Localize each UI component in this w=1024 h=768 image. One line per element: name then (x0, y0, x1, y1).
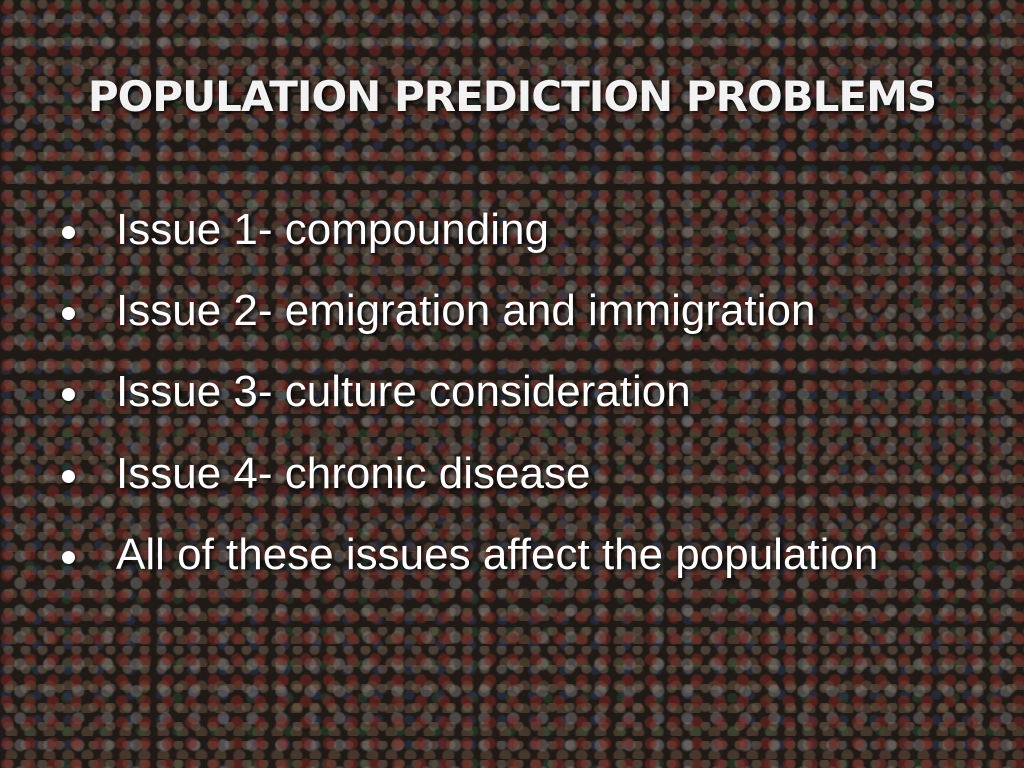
bullet-marker (62, 550, 75, 564)
bullet-marker (62, 226, 75, 239)
bullet-item: All of these issues affect the populatio… (116, 529, 879, 579)
bullet-marker (62, 469, 75, 483)
bullet-marker (62, 388, 75, 402)
bullet-marker (62, 307, 75, 321)
bullet-item: Issue 1- compounding (116, 205, 549, 254)
slide-title: POPULATION PREDICTION PROBLEMS (87, 72, 937, 121)
bullet-item: Issue 3- culture consideration (116, 367, 691, 417)
bullet-item: Issue 2- emigration and immigration (116, 286, 816, 336)
bullet-item: Issue 4- chronic disease (116, 448, 591, 498)
